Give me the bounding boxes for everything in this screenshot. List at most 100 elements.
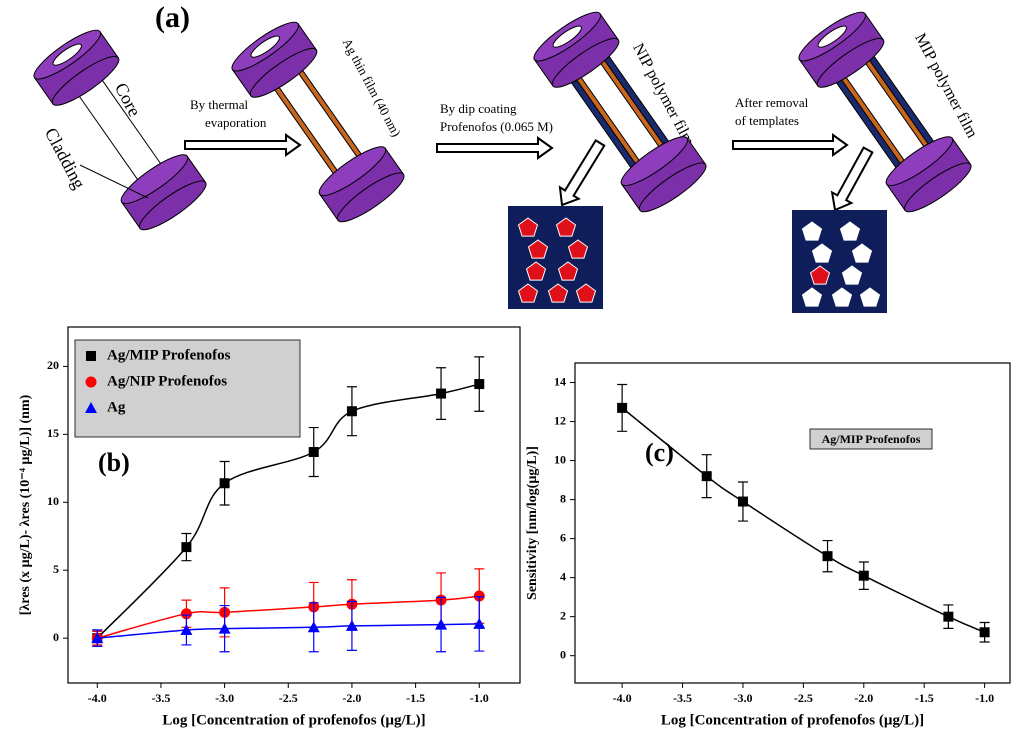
fiber [798,11,972,213]
arrow [436,136,554,160]
template-site [557,261,579,281]
schematic: (a) Core Cladding Ag thin film (40 nm) N… [33,1,981,313]
template-site [527,239,549,259]
legend-label: Ag/NIP Profenofos [107,373,227,389]
data-point [308,447,319,458]
cladding [139,180,207,231]
core [96,72,167,172]
x-tick-label: -3.5 [151,691,170,705]
pointer [79,164,149,199]
cladding [904,162,972,213]
ag-film [835,69,911,172]
template-site [839,221,861,241]
template-site [801,221,823,241]
y-tick-label: 4 [560,569,566,583]
step-label: By thermal [190,97,249,112]
data-point [218,622,231,634]
cladding [337,172,405,223]
cladding-label: Cladding [41,124,90,192]
y-tick-label: 12 [554,413,566,427]
data-point [822,551,833,562]
x-tick-label: -2.5 [279,691,298,705]
legend-marker [86,351,96,361]
plot-frame [67,326,521,684]
x-tick-label: -3.5 [673,691,692,705]
arrow [184,133,302,157]
y-tick-label: 2 [560,608,566,622]
data-point [219,478,230,489]
cladding-face [318,146,387,197]
x-tick-label: -2.5 [794,691,813,705]
y-axis-label: [λres (x µg/L)- λres (10⁻⁴ µg/L)] (nm) [18,394,33,615]
cladding-face [885,136,954,187]
panel-label: (a) [155,1,190,34]
data-point [180,608,192,620]
data-point [473,590,485,602]
y-tick-label: 15 [47,426,59,440]
panel-label: (b) [98,448,130,477]
legend-marker [85,402,97,413]
template-site [525,261,547,281]
fiber [533,11,707,213]
y-tick-label: 0 [560,647,566,661]
y-axis-label: Sensitivity [nm/log(µg/L)] [525,446,540,600]
step-label: After removal [735,95,809,110]
data-point [979,627,990,638]
step-label: Profenofos (0.065 M) [440,119,553,134]
cladding [639,162,707,213]
y-tick-label: 10 [554,452,566,466]
fiber [231,21,405,223]
step-label: By dip coating [440,101,517,116]
ag-film [268,79,344,182]
ag-film [859,52,935,155]
data-point [346,406,357,417]
x-tick-label: -4.0 [613,691,632,705]
data-point [435,618,448,630]
core [73,88,144,188]
template-site [517,283,539,303]
core-face [817,25,847,48]
legend-label: Ag [107,399,126,415]
template-site [555,217,577,237]
data-point [181,542,192,553]
y-tick-label: 8 [560,491,566,505]
template-site [517,217,539,237]
step-label: evaporation [205,115,267,130]
cladding-face [120,154,189,205]
x-tick-label: -1.5 [406,691,425,705]
x-tick-label: -1.0 [470,691,489,705]
cladding [816,37,885,88]
y-tick-label: 6 [560,530,566,544]
fiber [33,29,207,231]
template-site [801,287,823,307]
x-tick-label: -1.5 [915,691,934,705]
y-tick-label: 20 [47,358,59,372]
cladding [249,47,318,98]
legend-marker [85,376,97,388]
cladding-face [620,136,689,187]
y-tick-label: 5 [53,562,59,576]
data-point [473,617,486,629]
template-site [811,243,833,263]
data-point [858,570,869,581]
step-label: of templates [735,113,799,128]
x-tick-label: -2.0 [342,691,361,705]
template-site [831,287,853,307]
nip-film-label: NIP polymer film [629,41,697,149]
data-point [91,632,104,644]
panel-label: (c) [645,438,674,467]
core-face [250,35,280,58]
data-point [307,621,320,633]
x-tick-label: -4.0 [88,691,107,705]
ag-film-label: Ag thin film (40 nm) [340,36,404,139]
cladding [551,37,620,88]
arrow [558,139,606,207]
legend-box [74,339,301,438]
core-face [52,43,82,66]
x-tick-label: -1.0 [975,691,994,705]
template-site [575,283,597,303]
annotation-box [809,428,933,450]
data-point [345,619,358,631]
data-point [943,611,954,622]
